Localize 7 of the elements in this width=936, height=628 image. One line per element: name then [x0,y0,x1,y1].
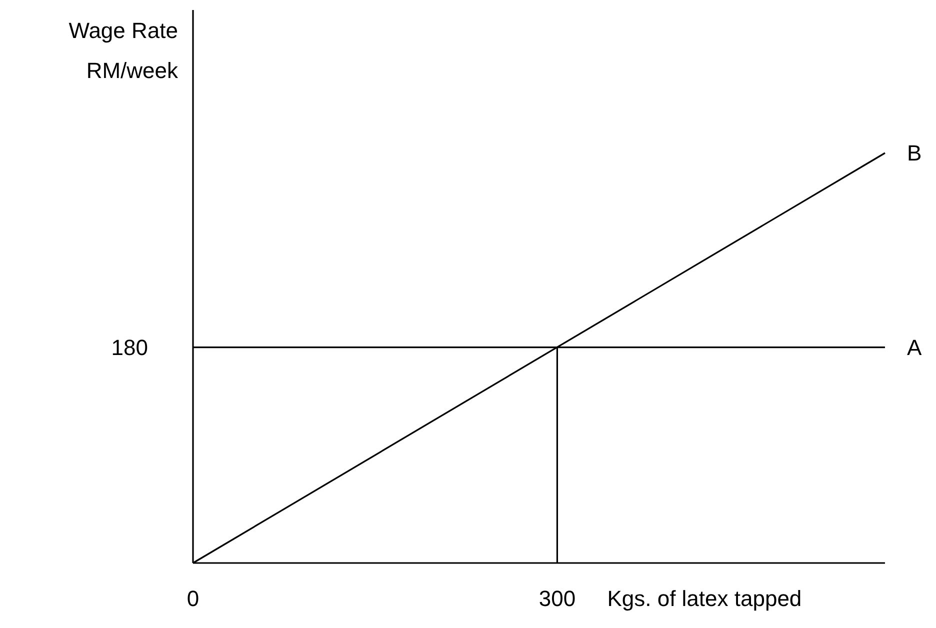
series-label: B [907,140,922,166]
series-label: A [907,335,922,360]
x-tick-label: 300 [538,586,576,611]
annotation: 180 [111,335,148,360]
y-axis-title: Wage Rate RM/week [68,18,179,83]
x-axis-title: Kgs. of latex tapped [607,586,802,611]
x-tick-label: 0 [186,586,200,611]
